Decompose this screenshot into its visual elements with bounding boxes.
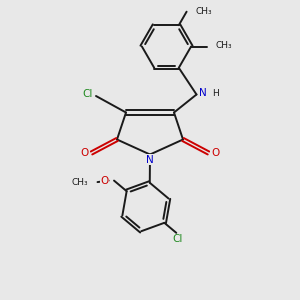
Text: N: N (146, 155, 154, 165)
Text: N: N (200, 88, 207, 98)
Text: CH₃: CH₃ (71, 178, 88, 187)
Text: CH₃: CH₃ (195, 7, 211, 16)
Text: H: H (212, 89, 219, 98)
Text: CH₃: CH₃ (216, 40, 232, 50)
Text: O: O (100, 176, 109, 186)
Text: O: O (81, 148, 89, 158)
Text: Cl: Cl (82, 88, 93, 99)
Text: O: O (211, 148, 219, 158)
Text: Cl: Cl (172, 234, 183, 244)
